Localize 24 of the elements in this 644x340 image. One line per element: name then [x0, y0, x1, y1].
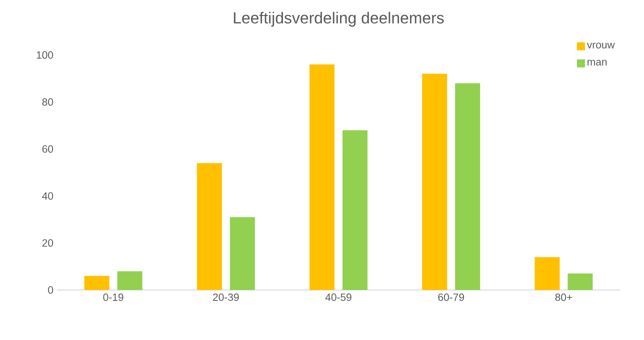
legend-label: man — [588, 60, 607, 66]
chart-title: Leeftijdsverdeling deelnemers — [234, 12, 444, 27]
y-tick-label: 60 — [42, 145, 54, 153]
bar — [230, 217, 255, 290]
bar — [310, 64, 335, 290]
y-tick-label: 80 — [42, 98, 54, 106]
x-tick-label: 20-39 — [213, 294, 239, 301]
legend-label: vrouw — [586, 42, 615, 48]
y-tick-label: 20 — [42, 239, 54, 247]
y-tick-label: 40 — [42, 192, 54, 200]
bar — [455, 83, 480, 290]
y-tick-label: 100 — [36, 51, 54, 59]
x-tick-label: 40-59 — [325, 294, 352, 301]
bar — [568, 274, 593, 290]
bar — [422, 74, 448, 290]
bar — [117, 271, 142, 290]
y-tick-label: 0 — [48, 286, 54, 294]
bar — [196, 163, 222, 290]
bar — [84, 276, 110, 290]
bar — [342, 130, 368, 290]
x-tick-label: 60-79 — [438, 294, 464, 301]
x-tick-label: 80+ — [555, 294, 572, 301]
bar — [534, 257, 560, 290]
x-tick-label: 0-19 — [103, 294, 124, 301]
